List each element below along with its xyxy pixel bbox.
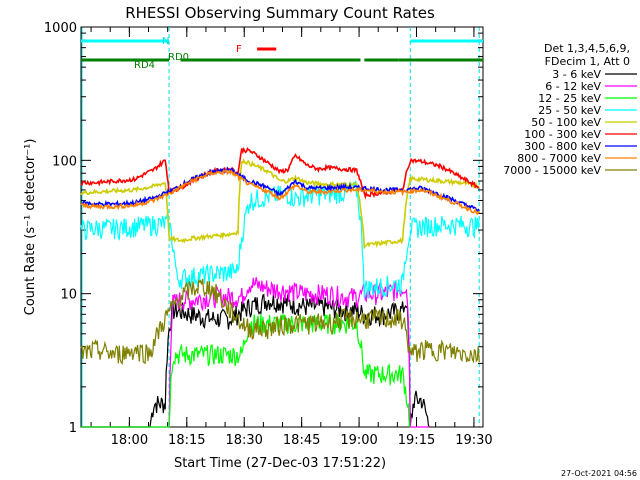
legend-label-8: 7000 - 15000 keV <box>503 164 601 177</box>
legend-label-1: 6 - 12 keV <box>545 80 601 93</box>
y-tick-label-1: 1 <box>69 421 77 436</box>
legend-label-4: 50 - 100 keV <box>531 116 601 129</box>
legend-label-2: 12 - 25 keV <box>538 92 601 105</box>
legend-header-0: Det 1,3,4,5,6,9, <box>544 42 630 55</box>
flag-label-rd4: RD4 <box>134 60 155 71</box>
legend-label-3: 25 - 50 keV <box>538 104 601 117</box>
series-line-5 <box>80 146 480 200</box>
legend-label-7: 800 - 7000 keV <box>517 152 601 165</box>
y-axis-label: Count Rate (s⁻¹ detector⁻¹) <box>23 139 38 316</box>
y-tick-label-10: 10 <box>60 288 77 303</box>
x-tick-label-18:15: 18:15 <box>168 433 205 448</box>
x-tick-label-19:15: 19:15 <box>398 433 435 448</box>
series-line-7 <box>80 169 480 216</box>
y-tick-label-1000: 1000 <box>44 21 77 36</box>
flag-label-rd0: RD0 <box>168 52 189 63</box>
flag-label-f: F <box>236 44 242 55</box>
x-tick-label-18:00: 18:00 <box>111 433 148 448</box>
legend-header-1: FDecim 1, Att 0 <box>545 55 630 68</box>
plot-area: 1 10 100 1000 18:00 18:15 18:30 18:45 19:00 19:15… <box>44 21 493 448</box>
x-tick-label-18:30: 18:30 <box>225 433 262 448</box>
legend-label-0: 3 - 6 keV <box>552 68 601 81</box>
x-axis-label: Start Time (27-Dec-03 17:51:22) <box>174 456 386 471</box>
x-tick-label-18:45: 18:45 <box>283 433 320 448</box>
series-line-3 <box>80 180 480 299</box>
legend-label-6: 300 - 800 keV <box>524 140 601 153</box>
legend: Det 1,3,4,5,6,9,FDecim 1, Att 03 - 6 keV… <box>503 42 637 177</box>
y-tick-label-100: 100 <box>52 154 77 169</box>
flag-label-n: N <box>162 36 169 47</box>
legend-label-5: 100 - 300 keV <box>524 128 601 141</box>
series-line-8 <box>80 278 480 365</box>
series-line-6 <box>80 166 480 212</box>
chart-title: RHESSI Observing Summary Count Rates <box>125 4 435 22</box>
x-tick-label-19:30: 19:30 <box>455 433 492 448</box>
x-tick-label-19:00: 19:00 <box>340 433 377 448</box>
footer-timestamp: 27-Oct-2021 04:56 <box>561 469 637 478</box>
series-line-2 <box>81 313 411 428</box>
series-line-4 <box>80 157 480 250</box>
